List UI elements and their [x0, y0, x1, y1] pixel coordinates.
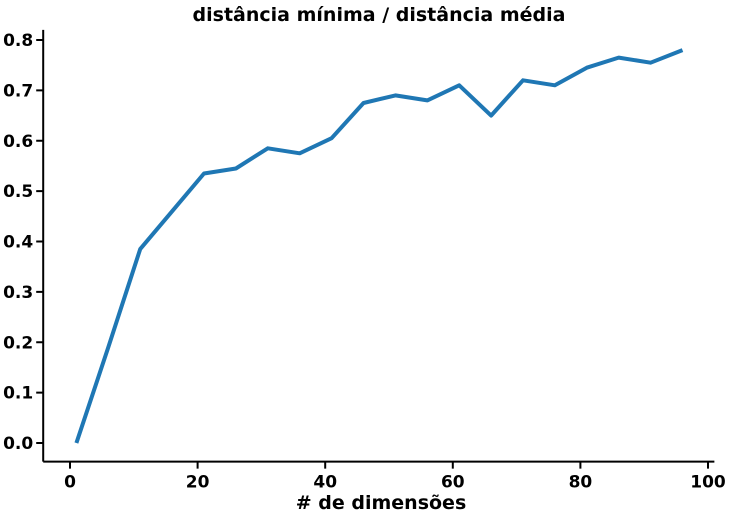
x-tick-label: 80 [569, 473, 593, 493]
y-tick-label: 0.8 [3, 31, 33, 51]
y-tick-label: 0.4 [3, 233, 33, 253]
x-tick-label: 60 [441, 473, 465, 493]
y-tick-label: 0.5 [3, 182, 33, 202]
series-line [74, 48, 684, 444]
x-tick-label: 0 [64, 473, 76, 493]
x-tick-label: 40 [313, 473, 337, 493]
y-tick-label: 0.3 [3, 283, 33, 303]
x-tick-label: 100 [690, 473, 726, 493]
x-axis-label: # de dimensões [296, 492, 467, 514]
y-tick-label: 0.1 [3, 384, 33, 404]
x-tick-label: 20 [186, 473, 210, 493]
series [74, 48, 684, 444]
chart-title: distância mínima / distância média [193, 4, 566, 26]
y-tick-label: 0.6 [3, 132, 33, 152]
y-tick-label: 0.2 [3, 333, 33, 353]
y-tick-label: 0.0 [3, 434, 33, 454]
y-tick-label: 0.7 [3, 81, 33, 101]
axes: 0 20 40 60 80 100 0.0 0.1 0.2 0.3 0.4 0.5 0.6 0.7 0.8 [3, 29, 726, 493]
